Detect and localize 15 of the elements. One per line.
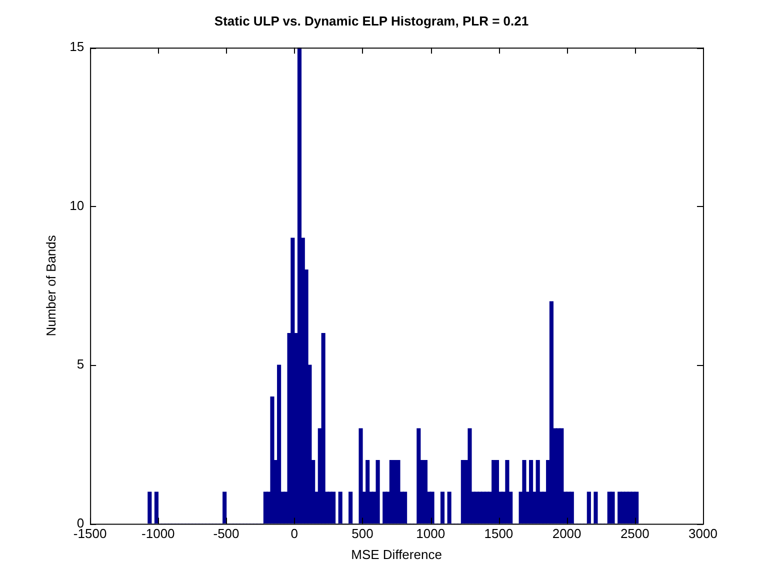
- x-tick-label: 1000: [416, 526, 446, 542]
- x-tick-label: 500: [352, 526, 374, 542]
- x-tick-label: 1500: [484, 526, 514, 542]
- chart-title: Static ULP vs. Dynamic ELP Histogram, PLR = 0.21: [214, 13, 529, 28]
- y-tick-label: 5: [76, 356, 84, 372]
- y-tick-label: 15: [70, 39, 84, 54]
- y-axis-title: Number of Bands: [43, 234, 58, 336]
- x-axis-title: MSE Difference: [351, 546, 442, 562]
- x-tick-label: -1000: [142, 526, 175, 542]
- x-tick-label: 2000: [552, 526, 582, 542]
- y-tick-label: 10: [70, 198, 84, 213]
- x-tick-label: 2500: [620, 526, 650, 542]
- x-tick-label: -500: [213, 526, 240, 542]
- x-tick-label: 0: [290, 526, 298, 542]
- x-tick-label: 3000: [688, 526, 718, 542]
